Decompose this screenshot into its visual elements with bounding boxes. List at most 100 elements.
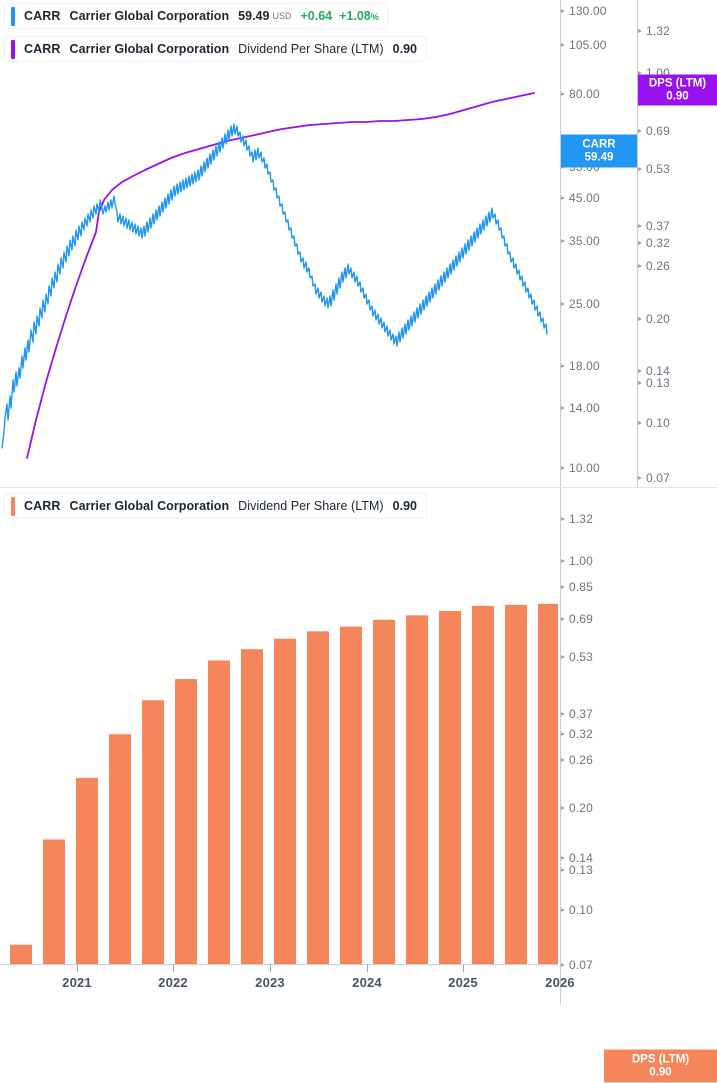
- dps-axis-top-tick: [638, 241, 642, 245]
- dps-value-badge-top-value: 0.90: [666, 90, 689, 102]
- dps-axis-top-label: 1.32: [646, 24, 670, 38]
- dps-axis-bottom-tick: [561, 856, 565, 860]
- dps-axis-bottom-tick: [561, 732, 565, 736]
- x-axis-tick: [367, 965, 368, 972]
- x-axis-label: 2023: [255, 975, 285, 990]
- dps-value-badge-bottom[interactable]: DPS (LTM) 0.90: [604, 1049, 717, 1083]
- dps-axis-bottom-label: 0.69: [569, 612, 593, 626]
- dps-axis-bottom-tick: [561, 712, 565, 716]
- legend-price-dps-overlay[interactable]: CARR Carrier Global Corporation Dividend…: [4, 36, 427, 62]
- price-axis-spine: [560, 0, 561, 487]
- dps-axis-bottom-tick: [561, 758, 565, 762]
- dps-bar: [10, 944, 32, 964]
- x-axis-tick: [77, 965, 78, 972]
- dps-axis-bottom-label: 1.32: [569, 512, 593, 526]
- x-axis-tick: [270, 965, 271, 972]
- legend-dps-panel-metric: Dividend Per Share (LTM): [238, 499, 384, 513]
- dps-bar: [208, 660, 230, 964]
- legend-dps-panel[interactable]: CARR Carrier Global Corporation Dividend…: [4, 493, 427, 519]
- dps-axis-bottom[interactable]: 1.32 1.00 0.85 0.69 0.53 0.37 0.32 0.26 0.20 0.14…: [560, 488, 640, 1005]
- price-axis-tick: [561, 92, 565, 96]
- price-value-badge[interactable]: CARR 59.49: [561, 134, 637, 168]
- legend-dps-color-swatch: [11, 39, 15, 59]
- x-axis-label: 2022: [158, 975, 188, 990]
- dps-axis-bottom-label: 0.07: [569, 958, 593, 972]
- dps-bar: [406, 615, 428, 964]
- dps-axis-bottom-tick: [561, 963, 565, 967]
- price-axis-label: 105.00: [569, 38, 607, 52]
- dps-value-badge-bottom-label: DPS (LTM): [631, 1053, 690, 1065]
- price-axis-tick: [561, 466, 565, 470]
- price-axis-label: 130.00: [569, 4, 607, 18]
- price-line-series: [1, 123, 548, 449]
- dps-value-badge-top-label: DPS (LTM): [648, 77, 707, 89]
- dps-axis-top-tick: [638, 369, 642, 373]
- dps-axis-bottom-label: 0.53: [569, 650, 593, 664]
- dps-axis-bottom-tick: [561, 908, 565, 912]
- dps-axis-bottom-tick: [561, 868, 565, 872]
- legend-price-quote[interactable]: CARR Carrier Global Corporation 59.49 US…: [4, 3, 389, 29]
- dps-bar: [274, 638, 296, 964]
- dps-axis-top-label: 0.07: [646, 471, 670, 485]
- dps-axis-top-tick: [638, 71, 642, 75]
- legend-price-unit: USD: [272, 11, 292, 21]
- dps-bar: [43, 839, 65, 964]
- dps-axis-top-label: 0.26: [646, 259, 670, 273]
- legend-price-change-pct-value: +1.08: [339, 9, 371, 23]
- dps-axis-top-label: 0.10: [646, 416, 670, 430]
- dps-plot-area[interactable]: [0, 488, 558, 1005]
- x-axis-tick: [173, 965, 174, 972]
- dps-axis-top-tick: [638, 476, 642, 480]
- dps-value-badge-top[interactable]: DPS (LTM) 0.90: [638, 74, 717, 106]
- dps-axis-top-tick: [638, 29, 642, 33]
- price-axis[interactable]: 130.00105.0080.0055.0045.0035.0025.0018.…: [560, 0, 635, 487]
- legend-dps-panel-symbol: CARR: [24, 499, 61, 513]
- dps-axis-top-tick: [638, 317, 642, 321]
- price-panel[interactable]: CARR Carrier Global Corporation 59.49 US…: [0, 0, 717, 487]
- dps-axis-bottom-tick: [561, 517, 565, 521]
- price-axis-tick: [561, 302, 565, 306]
- price-value-badge-value: 59.49: [584, 151, 614, 163]
- dps-axis-bottom-label: 0.14: [569, 851, 593, 865]
- price-axis-tick: [561, 9, 565, 13]
- percent-sign: %: [370, 12, 379, 22]
- legend-price-change-pct: +1.08%: [339, 9, 379, 23]
- dps-axis-top-tick: [638, 224, 642, 228]
- price-axis-label: 14.00: [569, 401, 600, 415]
- dps-axis-top-label: 0.14: [646, 364, 670, 378]
- dps-axis-bottom-label: 0.85: [569, 580, 593, 594]
- dps-axis-bottom-label: 0.10: [569, 903, 593, 917]
- dps-axis-bottom-tick: [561, 617, 565, 621]
- legend-dps-symbol: CARR: [24, 42, 61, 56]
- dps-bar: [538, 603, 558, 964]
- dps-axis-top[interactable]: 1.321.000.850.690.530.370.320.260.200.14…: [637, 0, 717, 487]
- dps-axis-top-tick: [638, 264, 642, 268]
- price-axis-label: 45.00: [569, 191, 600, 205]
- dps-axis-bottom-tick: [561, 806, 565, 810]
- dps-panel[interactable]: CARR Carrier Global Corporation Dividend…: [0, 488, 717, 1083]
- x-axis[interactable]: 2021 2022 2023 2024 2025 2026: [0, 964, 717, 1005]
- legend-dps-panel-color-swatch: [11, 496, 15, 516]
- dps-axis-bottom-tick: [561, 655, 565, 659]
- x-axis-tick: [463, 965, 464, 972]
- price-axis-label: 10.00: [569, 461, 600, 475]
- legend-price-symbol: CARR: [24, 9, 61, 23]
- dps-axis-top-spine: [637, 0, 638, 487]
- dps-axis-top-tick: [638, 129, 642, 133]
- dps-axis-top-label: 0.53: [646, 162, 670, 176]
- dps-axis-top-label: 0.69: [646, 124, 670, 138]
- price-plot-area[interactable]: [0, 0, 558, 487]
- dps-bar: [373, 619, 395, 964]
- dps-axis-top-tick: [638, 421, 642, 425]
- dps-axis-bottom-label: 0.32: [569, 727, 593, 741]
- dps-bar: [439, 611, 461, 964]
- dps-axis-bottom-tick: [561, 585, 565, 589]
- price-axis-label: 80.00: [569, 87, 600, 101]
- price-axis-tick: [561, 364, 565, 368]
- dps-plot-svg: [10, 603, 558, 964]
- legend-dps-panel-value: 0.90: [392, 499, 417, 513]
- panel-divider: [0, 487, 717, 488]
- dps-axis-bottom-label: 1.00: [569, 554, 593, 568]
- x-axis-spine: [0, 964, 558, 965]
